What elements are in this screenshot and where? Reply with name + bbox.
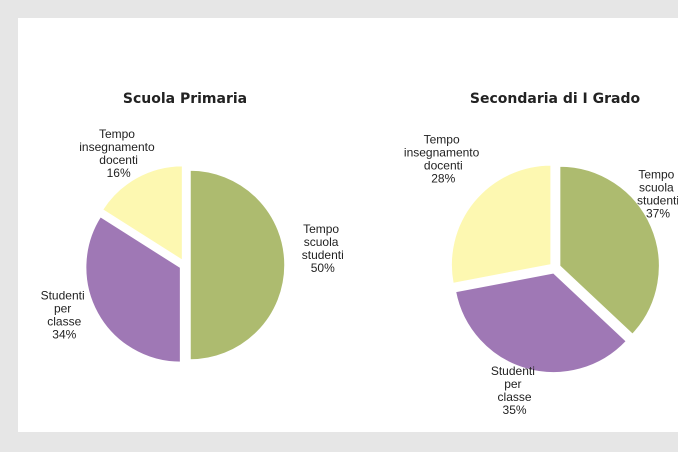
value-label: 34%	[52, 327, 76, 341]
chart-title: Scuola Primaria	[123, 91, 247, 107]
value-label: 16%	[107, 166, 131, 180]
pie-slice	[454, 271, 628, 374]
pie-slice	[189, 169, 286, 361]
slice-label: Studenti per classe	[41, 288, 88, 328]
slice-label: Tempo insegnamento docenti	[404, 133, 483, 173]
value-label: 50%	[311, 261, 335, 275]
pie-slice	[450, 164, 552, 285]
value-label: 35%	[503, 403, 527, 417]
value-label: 28%	[431, 172, 455, 186]
pie-slice	[101, 164, 184, 262]
slice-label: Tempo scuola studenti	[637, 167, 678, 207]
chart-title: Secondaria di I Grado	[470, 91, 641, 107]
value-label: 37%	[646, 206, 670, 220]
slice-label: Tempo insegnamento docenti	[79, 127, 158, 167]
pie-slice	[558, 165, 661, 336]
slice-label: Studenti per classe	[491, 364, 538, 404]
pie-slice	[84, 215, 182, 364]
slice-label: Tempo scuola studenti	[302, 222, 344, 262]
